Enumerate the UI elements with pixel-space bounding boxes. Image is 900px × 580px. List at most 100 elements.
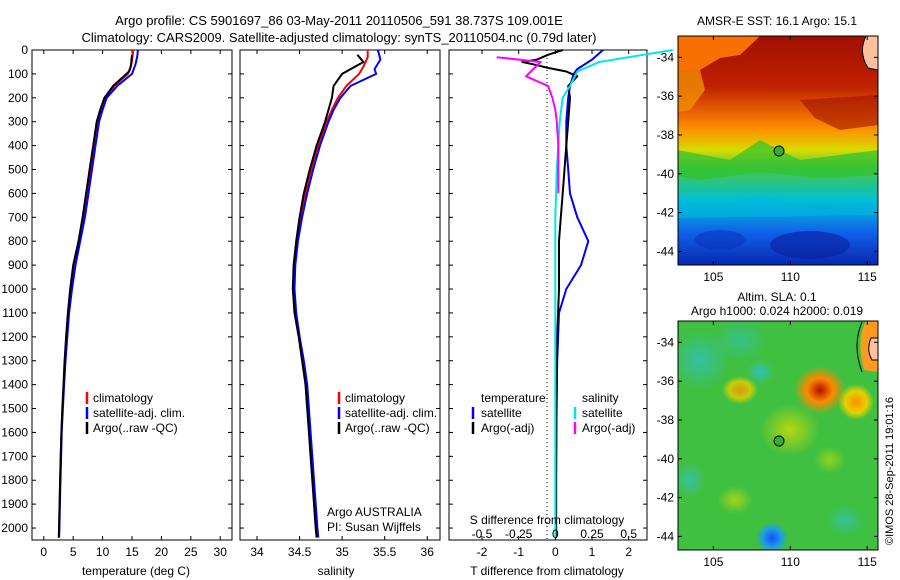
s-difference-label: S difference from climatology	[470, 513, 625, 527]
legend-heading-temperature: temperature	[481, 391, 546, 405]
x-tick-label: 36	[421, 545, 435, 559]
x-tick-label: 2	[625, 545, 632, 559]
depth-tick-label: 400	[8, 139, 28, 153]
legend-label-argo: Argo(..raw -QC)	[345, 421, 430, 435]
lat-tick-label: -42	[657, 206, 675, 220]
argo-australia-annotation: Argo AUSTRALIA	[327, 505, 422, 519]
temperature-plot-frame	[31, 49, 233, 541]
x-tick-label: 35	[335, 545, 349, 559]
argo-location-marker	[773, 145, 785, 157]
x-tick-label: 34	[250, 545, 264, 559]
difference-plot-frame	[448, 49, 648, 541]
sla-map-title-line1: Altim. SLA: 0.1	[737, 290, 817, 304]
x-tick-label: 20	[155, 545, 169, 559]
x-tick-label: 10	[96, 545, 110, 559]
depth-tick-label: 900	[8, 258, 28, 272]
temperature-panel: 0100200300400500600700800900100011001200…	[1, 43, 233, 578]
lat-tick-label: -40	[657, 452, 675, 466]
salinity-legend: climatology satellite-adj. clim. Argo(..…	[337, 391, 437, 435]
salinity-xlabel: salinity	[318, 564, 355, 578]
sla-map-title-line2: Argo h1000: 0.024 h2000: 0.019	[691, 304, 863, 318]
sst-map: AMSR-E SST: 16.1 Argo: 15.1 105 110 115 -34…	[657, 14, 879, 284]
x-tick-label: 0	[40, 545, 47, 559]
legend-label-satellite: satellite-adj. clim.	[93, 406, 185, 420]
sla-map: Altim. SLA: 0.1 Argo h1000: 0.024 h2000:…	[657, 290, 879, 569]
sst-map-title: AMSR-E SST: 16.1 Argo: 15.1	[697, 14, 857, 28]
legend-label-satellite: satellite-adj. clim.	[345, 406, 437, 420]
depth-tick-label: 1000	[1, 282, 28, 296]
lat-tick-label: -34	[657, 335, 675, 349]
x-tick-label: 30	[214, 545, 228, 559]
s-tick-label: -0.25	[505, 527, 533, 541]
depth-tick-label: 700	[8, 210, 28, 224]
x-tick-label: -1	[513, 545, 524, 559]
series-line-salinity-argo-adj-	[496, 56, 560, 194]
lat-tick-label: -40	[657, 167, 675, 181]
lat-tick-label: -38	[657, 413, 675, 427]
depth-tick-label: 0	[21, 43, 28, 57]
sla-map-axes: 105 110 115 -34 -36 -38 -40 -42 -44	[657, 321, 878, 569]
argo-location-marker	[773, 435, 785, 447]
difference-profile-lines	[496, 49, 673, 538]
x-tick-label: 5	[70, 545, 77, 559]
lat-tick-label: -36	[657, 89, 675, 103]
sla-field	[678, 321, 878, 550]
x-tick-label: -2	[477, 545, 488, 559]
s-tick-label: -0.5	[472, 527, 493, 541]
depth-tick-label: 100	[8, 67, 28, 81]
depth-tick-label: 1300	[1, 354, 28, 368]
series-line-salinity-satellite	[554, 49, 673, 538]
x-tick-label: 25	[184, 545, 198, 559]
depth-tick-label: 800	[8, 234, 28, 248]
x-tick-label: 34.5	[288, 545, 312, 559]
legend-label-t-satellite: satellite	[481, 406, 522, 420]
s-tick-label: 0.5	[620, 527, 637, 541]
difference-panel: -2 -1 0 1 2 S difference from climatology -0…	[448, 49, 673, 578]
legend-label-s-satellite: satellite	[582, 406, 623, 420]
lat-tick-label: -34	[657, 50, 675, 64]
lon-tick-label: 115	[858, 270, 877, 284]
lon-tick-label: 110	[781, 270, 800, 284]
depth-tick-label: 1800	[1, 473, 28, 487]
lat-tick-label: -42	[657, 491, 675, 505]
pi-annotation: PI: Susan Wijffels	[327, 520, 421, 534]
legend-heading-salinity: salinity	[582, 391, 619, 405]
temperature-x-axis: 0 5 10 15 20 25 30	[40, 50, 227, 559]
legend-label-climatology: climatology	[93, 391, 153, 405]
lat-tick-label: -38	[657, 128, 675, 142]
legend-label-s-argo: Argo(-adj)	[582, 421, 635, 435]
s-tick-label: 0	[552, 527, 559, 541]
s-difference-axis: -0.5 -0.25 0 0.25 0.5	[472, 527, 638, 541]
depth-tick-label: 1900	[1, 497, 28, 511]
difference-legend: temperature satellite Argo(-adj) salinit…	[471, 391, 635, 435]
salinity-profile-lines	[291, 49, 382, 538]
series-line-satellite-adj-clim-	[293, 49, 382, 538]
imos-credit: ©IMOS 28-Sep-2011 19:01:16	[884, 397, 896, 545]
legend-label-climatology: climatology	[345, 391, 405, 405]
depth-tick-label: 600	[8, 186, 28, 200]
difference-x-axis: -2 -1 0 1 2	[477, 50, 632, 559]
lon-tick-label: 110	[781, 555, 800, 569]
depth-tick-label: 1700	[1, 449, 28, 463]
depth-tick-label: 2000	[1, 521, 28, 535]
salinity-depth-ticks	[240, 49, 440, 529]
depth-tick-label: 1500	[1, 402, 28, 416]
sst-map-axes: 105 110 115 -34 -36 -38 -40 -42 -44	[657, 36, 878, 284]
salinity-x-axis: 34 34.5 35 35.5 36	[250, 50, 434, 559]
s-tick-label: 0.25	[580, 527, 604, 541]
difference-depth-ticks	[449, 49, 647, 529]
x-tick-label: 1	[589, 545, 596, 559]
lat-tick-label: -44	[657, 244, 675, 258]
lon-tick-label: 105	[703, 270, 723, 284]
series-line-argo-raw-qc-	[57, 54, 133, 538]
temperature-depth-axis: 0 100 200 300 400 500 600 700 800 900 1000 1100 1200…	[1, 43, 232, 535]
temperature-xlabel: temperature (deg C)	[82, 564, 190, 578]
depth-tick-label: 1100	[2, 306, 28, 320]
series-line-argo-raw-qc-	[291, 54, 365, 538]
depth-tick-label: 1600	[1, 425, 28, 439]
lat-tick-label: -44	[657, 529, 675, 543]
depth-tick-label: 1200	[1, 330, 28, 344]
lon-tick-label: 105	[703, 555, 723, 569]
salinity-panel: 34 34.5 35 35.5 36 salinity climatology sate…	[239, 49, 441, 578]
